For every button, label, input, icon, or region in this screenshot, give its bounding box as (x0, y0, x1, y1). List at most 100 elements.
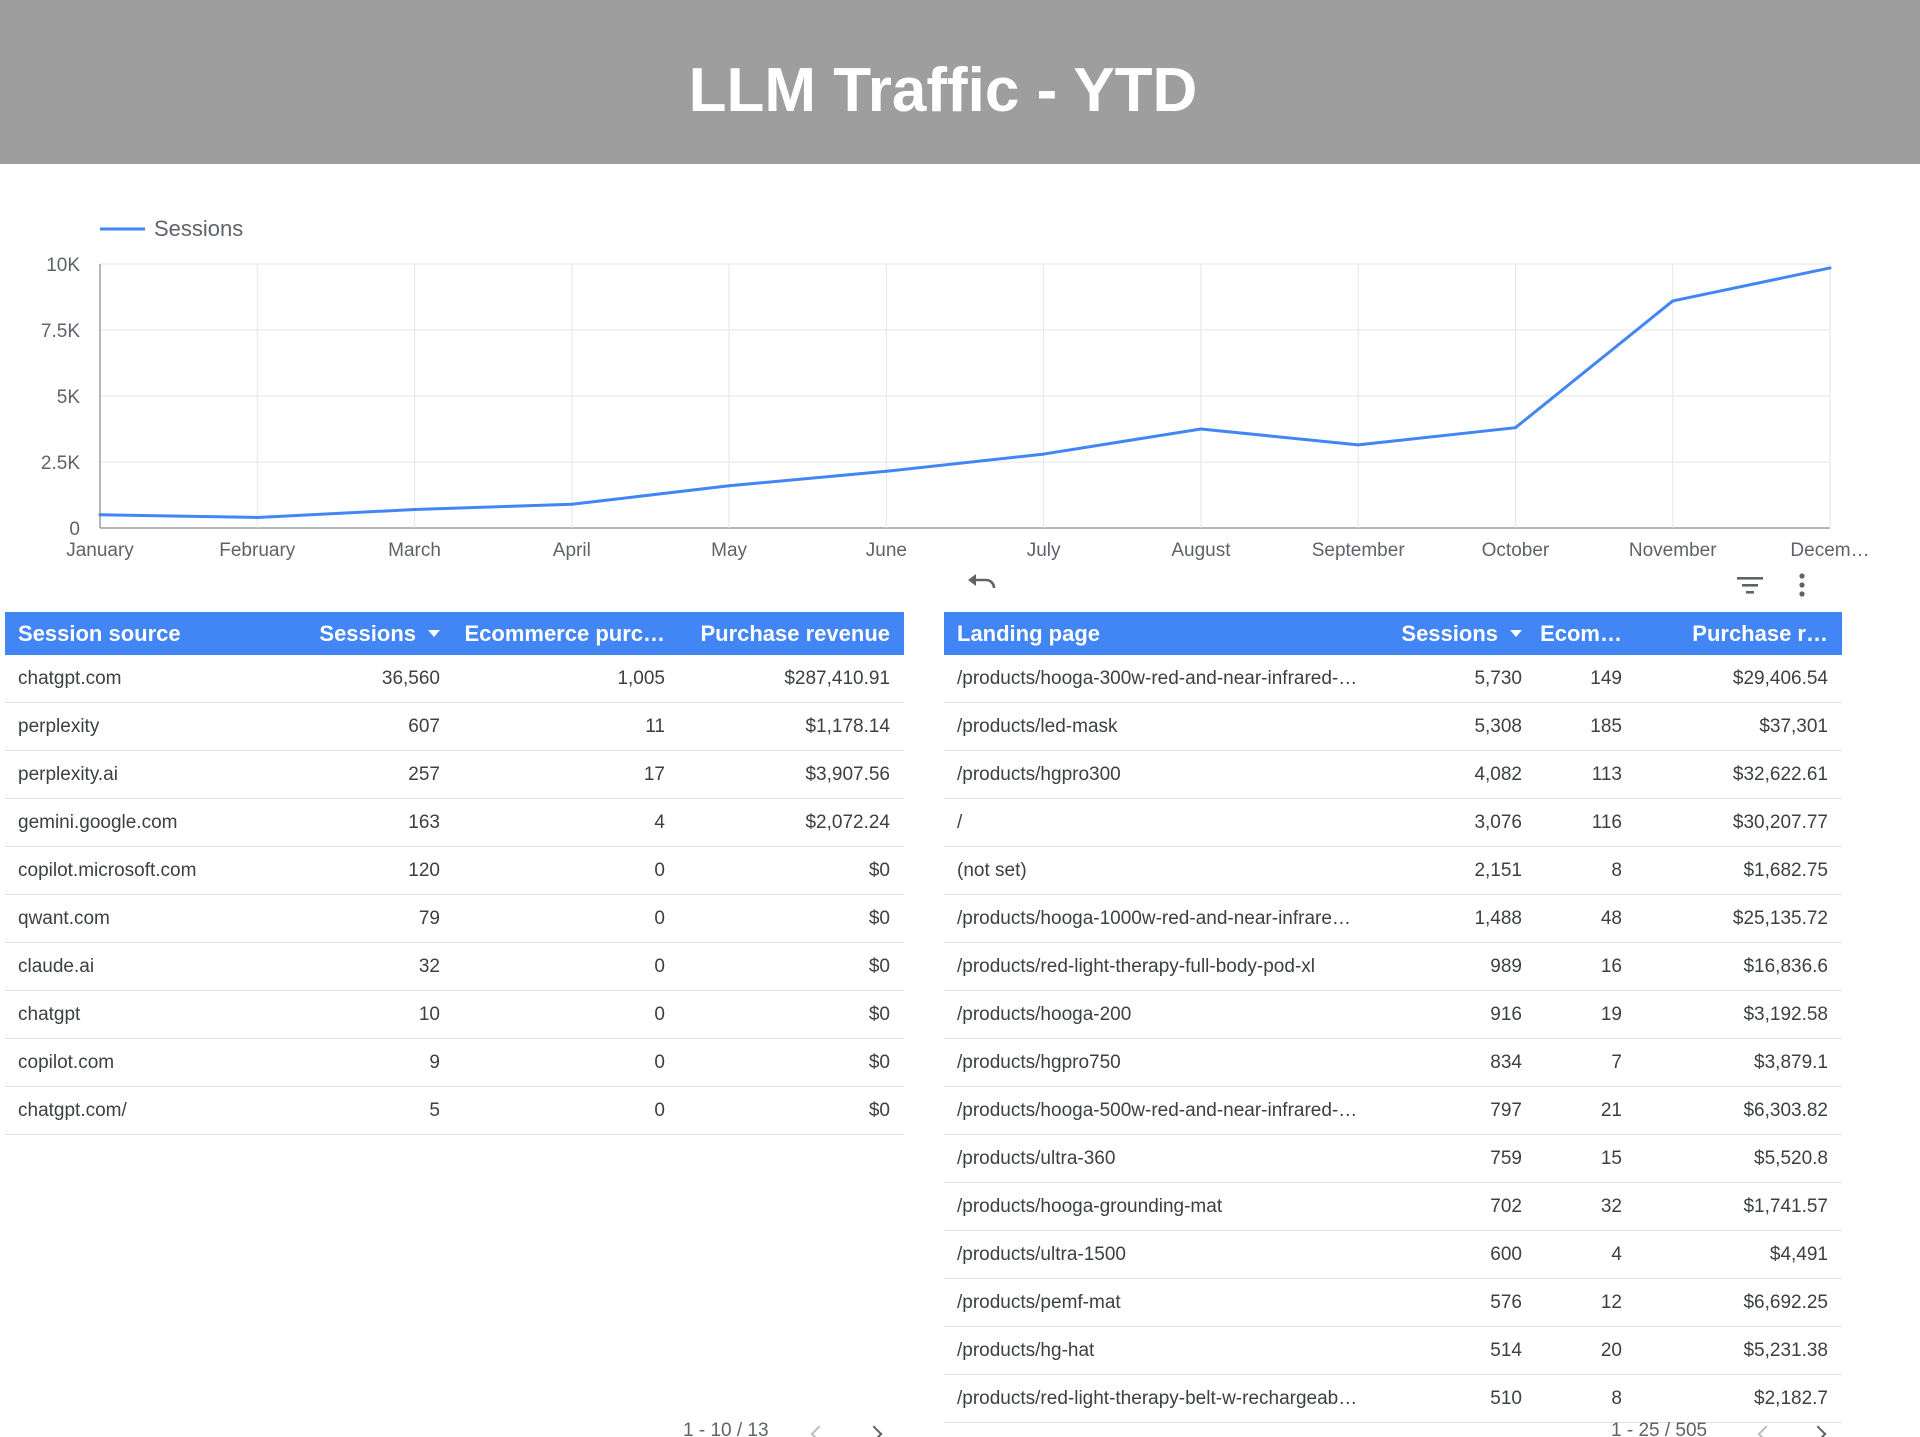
table-row[interactable]: /products/led-mask 5,308 185 $37,301 (944, 703, 1842, 751)
data-point (727, 484, 731, 488)
cell-landing-page: /products/red-light-therapy-full-body-po… (957, 956, 1315, 977)
table-row[interactable]: gemini.google.com 163 4 $2,072.24 (5, 799, 904, 847)
cell-purchase-revenue: $3,879.1 (1754, 1052, 1828, 1073)
cell-landing-page: /products/hooga-grounding-mat (957, 1196, 1223, 1217)
legend-label: Sessions (154, 216, 243, 241)
cell-ecommerce-purchases: 17 (643, 764, 665, 785)
pages-pager: 1 - 25 / 505 (1611, 1420, 1707, 1437)
table-row[interactable]: /products/hgpro300 4,082 113 $32,622.61 (944, 751, 1842, 799)
table-row[interactable]: /products/hooga-300w-red-and-near-infrar… (944, 655, 1842, 703)
header-purchase-revenue[interactable]: Purchase revenue (700, 621, 890, 646)
table-row[interactable]: /products/pemf-mat 576 12 $6,692.25 (944, 1279, 1842, 1327)
filter-icon[interactable] (1736, 574, 1764, 598)
x-tick-label: February (219, 540, 296, 561)
table-row[interactable]: chatgpt 10 0 $0 (5, 991, 904, 1039)
cell-ecommerce-purchases: 32 (1600, 1196, 1622, 1217)
cell-sessions: 5 (429, 1100, 440, 1121)
table-row[interactable]: claude.ai 32 0 $0 (5, 943, 904, 991)
cell-sessions: 79 (418, 908, 440, 929)
table-row[interactable]: perplexity.ai 257 17 $3,907.56 (5, 751, 904, 799)
table-row[interactable]: /products/hooga-1000w-red-and-near-infra… (944, 895, 1842, 943)
undo-icon[interactable] (966, 572, 1002, 596)
cell-sessions: 4,082 (1474, 764, 1522, 785)
table-row[interactable]: /products/hooga-200 916 19 $3,192.58 (944, 991, 1842, 1039)
cell-ecommerce-purchases: 0 (654, 908, 665, 929)
table-row[interactable]: /products/ultra-360 759 15 $5,520.8 (944, 1135, 1842, 1183)
cell-session-source: chatgpt (18, 1004, 81, 1025)
next-page-icon[interactable] (865, 1425, 883, 1437)
table-row[interactable]: /products/hooga-500w-red-and-near-infrar… (944, 1087, 1842, 1135)
cell-sessions: 989 (1490, 956, 1522, 977)
cell-ecommerce-purchases: 8 (1611, 1388, 1622, 1409)
table-row[interactable]: /products/red-light-therapy-full-body-po… (944, 943, 1842, 991)
table-header: Session source Sessions Ecommerce purc… … (5, 612, 904, 655)
cell-purchase-revenue: $37,301 (1759, 716, 1828, 737)
cell-session-source: chatgpt.com (18, 668, 122, 689)
table-row[interactable]: /products/hgpro750 834 7 $3,879.1 (944, 1039, 1842, 1087)
more-vert-icon[interactable] (1794, 572, 1810, 600)
cell-ecommerce-purchases: 4 (654, 812, 665, 833)
table-row[interactable]: perplexity 607 11 $1,178.14 (5, 703, 904, 751)
header-ecommerce-purchases[interactable]: Ecommerce purc… (464, 621, 665, 646)
cell-purchase-revenue: $2,182.7 (1754, 1388, 1828, 1409)
x-tick-label: Decem… (1790, 540, 1869, 561)
data-point (413, 508, 417, 512)
cell-purchase-revenue: $32,622.61 (1732, 764, 1828, 785)
data-point (570, 502, 574, 506)
cell-ecommerce-purchases: 1,005 (617, 668, 665, 689)
x-tick-label: September (1312, 540, 1406, 561)
data-point (1513, 426, 1517, 430)
table-row[interactable]: /products/hooga-grounding-mat 702 32 $1,741… (944, 1183, 1842, 1231)
cell-purchase-revenue: $29,406.54 (1732, 668, 1828, 689)
x-tick-label: July (1027, 540, 1061, 561)
data-point (884, 469, 888, 473)
cell-purchase-revenue: $0 (868, 1052, 890, 1073)
cell-purchase-revenue: $1,741.57 (1743, 1196, 1828, 1217)
header-sessions-label: Sessions (1401, 621, 1498, 646)
table-row[interactable]: / 3,076 116 $30,207.77 (944, 799, 1842, 847)
data-point (1671, 299, 1675, 303)
header-session-source[interactable]: Session source (18, 621, 181, 646)
cell-ecommerce-purchases: 113 (1591, 764, 1622, 785)
header-purchase-revenue[interactable]: Purchase r… (1692, 621, 1828, 646)
header-sessions-label: Sessions (319, 621, 416, 646)
table-row[interactable]: copilot.microsoft.com 120 0 $0 (5, 847, 904, 895)
header-page-sessions[interactable]: Sessions (1344, 612, 1522, 655)
table-row[interactable]: /products/red-light-therapy-belt-w-recha… (944, 1375, 1842, 1423)
cell-sessions: 2,151 (1474, 860, 1522, 881)
cell-landing-page: /products/ultra-360 (957, 1148, 1116, 1169)
cell-landing-page: / (957, 812, 963, 833)
table-row[interactable]: copilot.com 9 0 $0 (5, 1039, 904, 1087)
header-sessions[interactable]: Sessions (285, 612, 440, 655)
cell-sessions: 32 (418, 956, 440, 977)
cell-purchase-revenue: $2,072.24 (805, 812, 890, 833)
cell-sessions: 607 (408, 716, 440, 737)
cell-purchase-revenue: $0 (868, 956, 890, 977)
sort-desc-icon (428, 629, 440, 637)
table-row[interactable]: /products/hg-hat 514 20 $5,231.38 (944, 1327, 1842, 1375)
cell-sessions: 600 (1490, 1244, 1522, 1265)
table-row[interactable]: (not set) 2,151 8 $1,682.75 (944, 847, 1842, 895)
cell-purchase-revenue: $0 (868, 1004, 890, 1025)
cell-sessions: 702 (1490, 1196, 1522, 1217)
table-row[interactable]: chatgpt.com/5 0 $0 (5, 1087, 904, 1135)
cell-session-source: perplexity (18, 716, 100, 737)
header-ecommerce-purchases[interactable]: Ecom… (1540, 621, 1622, 646)
cell-ecommerce-purchases: 0 (654, 956, 665, 977)
x-tick-label: April (553, 540, 591, 561)
header-landing-page[interactable]: Landing page (957, 621, 1100, 646)
chart-svg: 0 2.5K 5K 7.5K 10K January February March April M… (41, 216, 1870, 561)
data-point (1356, 443, 1360, 447)
cell-purchase-revenue: $0 (868, 908, 890, 929)
cell-ecommerce-purchases: 16 (1600, 956, 1622, 977)
pager-range: 1 - 10 / 13 (683, 1420, 769, 1437)
prev-page-icon[interactable] (810, 1425, 828, 1437)
cell-session-source: gemini.google.com (18, 812, 178, 833)
table-row[interactable]: /products/ultra-1500 600 4 $4,491 (944, 1231, 1842, 1279)
table-row[interactable]: qwant.com 79 0 $0 (5, 895, 904, 943)
cell-sessions: 576 (1490, 1292, 1522, 1313)
cell-purchase-revenue: $5,520.8 (1754, 1148, 1828, 1169)
sort-desc-icon (1510, 629, 1522, 637)
table-row[interactable]: chatgpt.com 36,560 1,005 $287,410.91 (5, 655, 904, 703)
cell-sessions: 797 (1490, 1100, 1522, 1121)
